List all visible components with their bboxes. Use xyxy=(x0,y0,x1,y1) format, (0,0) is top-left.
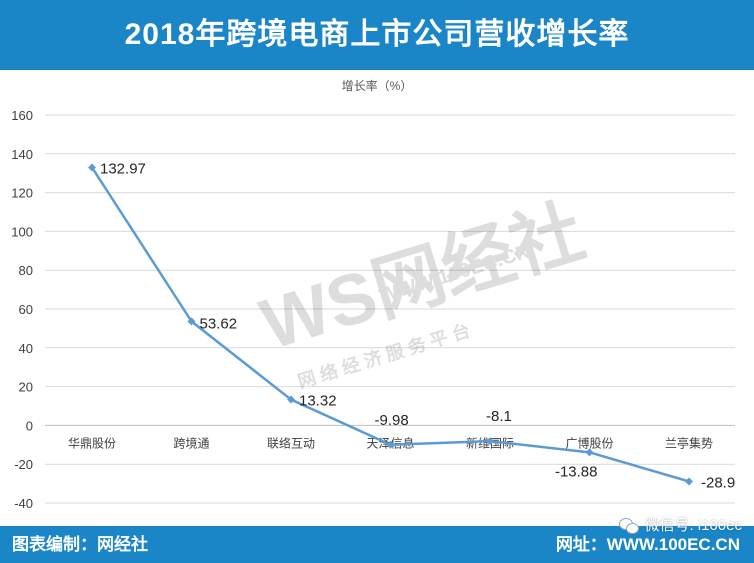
data-label: 13.32 xyxy=(299,393,337,410)
data-point xyxy=(386,440,395,449)
y-tick-label: 100 xyxy=(11,224,33,239)
data-label: -9.98 xyxy=(375,412,409,429)
y-tick-label: 120 xyxy=(11,186,33,201)
footer-credit: 图表编制：网经社 xyxy=(12,535,148,554)
watermark: WS网经社 WWW.100EC.CN 网 络 经 济 服 务 平 台 xyxy=(252,192,593,392)
x-category-labels: 华鼎股份跨境通联络互动天泽信息新维国际广博股份兰亭集势 xyxy=(68,435,713,450)
data-label: 53.62 xyxy=(200,315,238,332)
x-category-label: 跨境通 xyxy=(173,435,209,450)
data-point xyxy=(585,448,594,457)
y-tick-label: -40 xyxy=(14,496,33,511)
x-category-label: 华鼎股份 xyxy=(68,436,116,450)
line-chart: WS网经社 WWW.100EC.CN 网 络 经 济 服 务 平 台 增长率（%… xyxy=(11,78,735,511)
data-point xyxy=(486,437,494,446)
y-axis-title: 增长率（%） xyxy=(342,78,413,93)
wechat-label: 微信号: i100ec xyxy=(644,517,742,534)
y-tick-label: 140 xyxy=(11,147,33,162)
wechat-id: 微信号: i100ec xyxy=(619,515,742,537)
data-label: -28.9 xyxy=(701,474,735,491)
wechat-icon xyxy=(619,518,640,534)
y-tick-label: 80 xyxy=(19,263,33,278)
x-category-label: 广博股份 xyxy=(565,435,613,450)
y-tick-labels: -40 -20 0 20 40 60 80 100 120 140 160 xyxy=(11,108,33,511)
y-tick-label: 0 xyxy=(26,418,33,433)
footer-website: 网址：WWW.100EC.CN xyxy=(555,535,740,554)
grid-lines xyxy=(45,114,735,504)
data-label: 132.97 xyxy=(100,160,146,177)
data-labels: 132.97 53.62 13.32 -9.98 -8.1 -13.88 -28.9 xyxy=(100,160,735,491)
y-tick-label: -20 xyxy=(14,457,33,472)
y-tick-label: 40 xyxy=(19,341,33,356)
data-point xyxy=(88,163,96,172)
page-title: 2018年跨境电商上市公司营收增长率 xyxy=(124,18,630,51)
y-tick-label: 160 xyxy=(11,108,33,123)
data-points xyxy=(88,163,693,486)
y-tick-label: 20 xyxy=(19,380,33,395)
header-banner: 2018年跨境电商上市公司营收增长率 xyxy=(0,0,754,70)
data-point xyxy=(287,395,295,404)
data-point xyxy=(685,477,693,486)
y-tick-label: 60 xyxy=(19,302,33,317)
data-label: -8.1 xyxy=(486,408,512,425)
x-category-label: 兰亭集势 xyxy=(665,435,713,450)
data-point xyxy=(187,317,196,326)
data-label: -13.88 xyxy=(555,463,598,480)
x-category-label: 联络互动 xyxy=(267,435,315,450)
